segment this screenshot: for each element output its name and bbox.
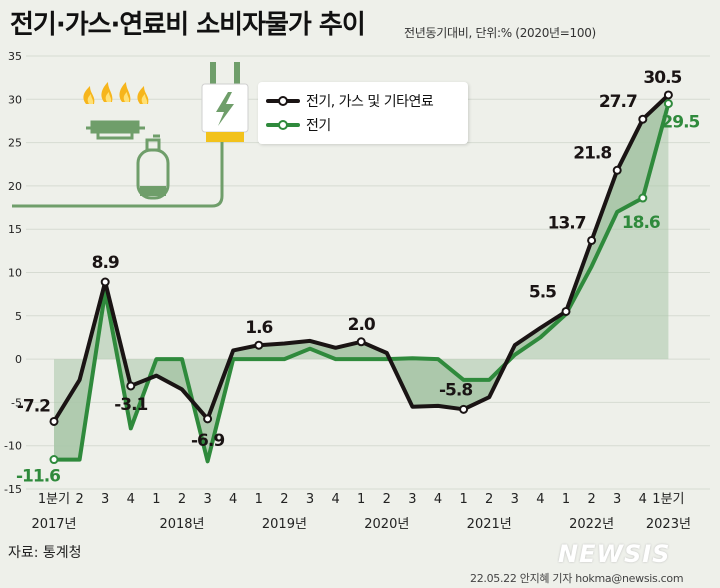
flame-icons bbox=[83, 82, 149, 104]
x-tick-label: 2 bbox=[178, 492, 186, 507]
legend-swatch-black bbox=[266, 92, 300, 110]
credit-line: 22.05.22 안지혜 기자 hokma@newsis.com bbox=[470, 572, 684, 585]
x-tick-label: 1 bbox=[562, 492, 570, 507]
x-tick-label: 4 bbox=[331, 492, 339, 507]
y-tick-label: 15 bbox=[8, 223, 22, 236]
x-axis-ticks: 1분기 2 3 4 1 2 3 4 1 2 3 4 1 2 3 4 1 2 3 4 1 2 3 4 1분기 2017년 2018년 2… bbox=[31, 492, 690, 532]
legend-label: 전기, 가스 및 기타연료 bbox=[306, 94, 434, 110]
x-tick-label: 4 bbox=[229, 492, 237, 507]
x-tick-label: 2 bbox=[280, 492, 288, 507]
data-label: 2.0 bbox=[348, 315, 376, 335]
power-plug-icon bbox=[12, 62, 249, 208]
x-tick-label: 3 bbox=[613, 492, 621, 507]
x-year-label: 2017년 bbox=[31, 517, 76, 532]
y-tick-label: 35 bbox=[8, 50, 22, 63]
x-year-label: 2020년 bbox=[364, 517, 409, 532]
chart-subtitle: 전년동기대비, 단위:% (2020년=100) bbox=[404, 26, 596, 40]
x-tick-label: 1 bbox=[459, 492, 467, 507]
legend-item-electricity: 전기 bbox=[266, 116, 331, 134]
y-tick-label: 5 bbox=[15, 310, 22, 323]
data-label: -3.1 bbox=[114, 395, 147, 415]
legend-label: 전기 bbox=[306, 118, 331, 134]
data-point bbox=[356, 337, 366, 347]
x-tick-label: 1 bbox=[152, 492, 160, 507]
legend: 전기, 가스 및 기타연료 전기 bbox=[258, 82, 468, 144]
data-label: 30.5 bbox=[643, 68, 681, 88]
data-point bbox=[100, 277, 110, 287]
data-point bbox=[203, 414, 213, 424]
x-tick-label: 2 bbox=[383, 492, 391, 507]
data-labels: -7.2 8.9 -3.1 -6.9 1.6 2.0 -5.8 5.5 13.7 21.8 27.7… bbox=[16, 68, 701, 487]
x-tick-label: 3 bbox=[408, 492, 416, 507]
data-point bbox=[587, 235, 597, 245]
y-tick-label: 10 bbox=[8, 267, 22, 280]
y-tick-label: 20 bbox=[8, 180, 22, 193]
x-tick-label: 4 bbox=[434, 492, 442, 507]
data-point bbox=[49, 455, 59, 465]
x-tick-label: 1 bbox=[357, 492, 365, 507]
legend-swatch-green bbox=[266, 116, 300, 134]
x-tick-label: 4 bbox=[639, 492, 647, 507]
data-label: -5.8 bbox=[439, 380, 472, 400]
y-tick-label: 30 bbox=[8, 93, 22, 106]
x-tick-label: 1분기 bbox=[652, 492, 684, 507]
legend-item-fuel: 전기, 가스 및 기타연료 bbox=[266, 92, 434, 110]
data-label: 18.6 bbox=[622, 213, 660, 233]
data-point bbox=[126, 381, 136, 391]
x-year-label: 2018년 bbox=[159, 517, 204, 532]
data-label: 13.7 bbox=[548, 213, 586, 233]
y-axis-ticks: 35 30 25 20 15 10 5 0 -5 -10 -15 bbox=[4, 50, 22, 496]
data-point bbox=[638, 114, 648, 124]
data-point bbox=[663, 90, 673, 100]
area-to-zero bbox=[54, 95, 669, 422]
data-label: 27.7 bbox=[599, 92, 637, 112]
data-point bbox=[49, 416, 59, 426]
data-label: 29.5 bbox=[661, 113, 699, 133]
data-label: 21.8 bbox=[573, 143, 611, 163]
x-tick-label: 3 bbox=[511, 492, 519, 507]
chart-title: 전기·가스·연료비 소비자물가 추이 bbox=[10, 10, 366, 40]
x-tick-label: 2 bbox=[75, 492, 83, 507]
data-label: -6.9 bbox=[191, 431, 224, 451]
x-tick-label: 1 bbox=[255, 492, 263, 507]
y-tick-label: 0 bbox=[15, 353, 22, 366]
area-fill-between-series bbox=[54, 95, 669, 462]
x-tick-label: 3 bbox=[101, 492, 109, 507]
newsis-logo: NEWSIS bbox=[558, 540, 671, 568]
gas-burner-icon bbox=[86, 120, 145, 140]
series-points bbox=[49, 90, 673, 465]
x-year-label: 2023년 bbox=[646, 517, 691, 532]
y-tick-label: -15 bbox=[4, 483, 22, 496]
y-tick-label: -5 bbox=[11, 396, 22, 409]
data-point bbox=[561, 306, 571, 316]
x-tick-label: 3 bbox=[203, 492, 211, 507]
data-label: 5.5 bbox=[529, 282, 556, 302]
x-year-label: 2022년 bbox=[569, 517, 614, 532]
data-label: 1.6 bbox=[245, 318, 272, 338]
y-tick-label: -10 bbox=[4, 440, 22, 453]
x-tick-label: 2 bbox=[485, 492, 493, 507]
source-note: 자료: 통계청 bbox=[8, 545, 82, 561]
x-tick-label: 2 bbox=[587, 492, 595, 507]
x-year-label: 2021년 bbox=[467, 517, 512, 532]
data-label: -7.2 bbox=[17, 396, 50, 416]
x-tick-label: 1분기 bbox=[38, 492, 70, 507]
data-point bbox=[663, 99, 673, 109]
gas-cylinder-icon bbox=[136, 134, 170, 200]
data-point bbox=[254, 340, 264, 350]
x-tick-label: 3 bbox=[306, 492, 314, 507]
data-point bbox=[612, 165, 622, 175]
y-tick-label: 25 bbox=[8, 137, 22, 150]
data-point bbox=[638, 193, 648, 203]
x-tick-label: 4 bbox=[127, 492, 135, 507]
x-tick-label: 4 bbox=[536, 492, 544, 507]
x-year-label: 2019년 bbox=[262, 517, 307, 532]
data-label: -11.6 bbox=[16, 467, 60, 487]
data-label: 8.9 bbox=[92, 253, 119, 273]
data-point bbox=[459, 404, 469, 414]
